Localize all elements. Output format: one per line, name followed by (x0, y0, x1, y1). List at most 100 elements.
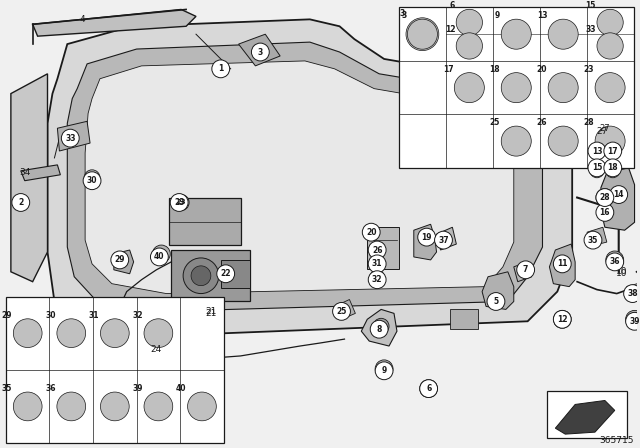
Circle shape (596, 203, 614, 221)
Polygon shape (11, 74, 47, 282)
Circle shape (57, 392, 86, 421)
Text: 25: 25 (490, 118, 500, 127)
Text: 13: 13 (592, 146, 602, 155)
Polygon shape (335, 300, 355, 319)
Text: 23: 23 (174, 198, 184, 207)
Polygon shape (601, 168, 634, 230)
Circle shape (596, 189, 614, 207)
Circle shape (595, 73, 625, 103)
Circle shape (420, 380, 438, 397)
Circle shape (610, 185, 628, 203)
Circle shape (375, 360, 393, 378)
Text: 36: 36 (609, 258, 620, 267)
Text: 13: 13 (537, 11, 547, 20)
Text: 17: 17 (607, 146, 618, 155)
Circle shape (375, 362, 393, 380)
Polygon shape (581, 131, 625, 165)
Text: 15: 15 (586, 1, 596, 10)
Circle shape (626, 312, 640, 330)
Polygon shape (482, 272, 514, 310)
Text: 30: 30 (45, 311, 56, 320)
Circle shape (588, 142, 606, 160)
Circle shape (501, 19, 531, 49)
Circle shape (554, 310, 571, 328)
Circle shape (406, 18, 439, 51)
Polygon shape (414, 224, 436, 260)
Text: 9: 9 (495, 11, 500, 20)
Circle shape (604, 159, 621, 177)
Circle shape (368, 241, 386, 259)
Circle shape (597, 9, 623, 35)
Polygon shape (67, 42, 543, 311)
Circle shape (12, 194, 29, 211)
Text: 3: 3 (258, 47, 263, 56)
Text: 20: 20 (537, 65, 547, 73)
Text: 31: 31 (89, 311, 99, 320)
Circle shape (420, 380, 438, 397)
Circle shape (408, 19, 437, 49)
Text: 38: 38 (627, 289, 638, 298)
Polygon shape (362, 310, 397, 346)
Circle shape (61, 129, 79, 147)
Text: 27: 27 (596, 127, 607, 136)
Text: 37: 37 (438, 236, 449, 245)
Circle shape (456, 9, 483, 35)
Circle shape (13, 392, 42, 421)
Circle shape (606, 164, 620, 178)
Circle shape (183, 258, 219, 293)
Circle shape (456, 33, 483, 59)
Text: 16: 16 (600, 208, 610, 217)
Polygon shape (58, 121, 90, 151)
Text: 5: 5 (493, 297, 499, 306)
Circle shape (370, 320, 388, 338)
Circle shape (584, 231, 602, 249)
Circle shape (604, 142, 621, 160)
Text: 29: 29 (115, 255, 125, 264)
Circle shape (173, 194, 189, 211)
Text: 3: 3 (401, 11, 406, 20)
Text: 11: 11 (557, 259, 568, 268)
Polygon shape (20, 165, 60, 181)
Polygon shape (556, 401, 615, 434)
Polygon shape (587, 227, 607, 246)
Text: 32: 32 (372, 275, 383, 284)
Text: 35: 35 (2, 384, 12, 393)
Circle shape (630, 287, 640, 301)
Text: 21: 21 (205, 309, 216, 318)
Circle shape (144, 392, 173, 421)
Text: 28: 28 (600, 193, 610, 202)
Circle shape (554, 310, 571, 328)
Text: 12: 12 (557, 315, 568, 324)
Text: 19: 19 (421, 233, 432, 241)
Circle shape (368, 271, 386, 289)
Circle shape (596, 189, 614, 207)
Circle shape (333, 302, 351, 320)
Circle shape (144, 319, 173, 348)
Text: 26: 26 (372, 246, 383, 254)
Bar (221, 260, 250, 288)
Circle shape (590, 164, 604, 178)
Text: 23: 23 (584, 65, 594, 73)
Circle shape (626, 310, 640, 328)
Text: 36: 36 (45, 384, 56, 393)
Text: 15: 15 (592, 164, 602, 172)
Text: 2: 2 (18, 198, 24, 207)
Circle shape (606, 253, 623, 271)
Circle shape (589, 147, 605, 163)
Circle shape (606, 251, 623, 269)
Polygon shape (239, 34, 280, 66)
Text: 4: 4 (79, 15, 85, 24)
Circle shape (501, 126, 531, 156)
Polygon shape (627, 282, 640, 302)
Circle shape (370, 255, 384, 269)
Text: 7: 7 (523, 265, 529, 274)
Bar (6, 297, 224, 443)
Text: 27: 27 (600, 124, 610, 133)
Circle shape (362, 223, 380, 241)
Polygon shape (85, 61, 514, 293)
Text: 21: 21 (205, 307, 216, 316)
Circle shape (554, 255, 571, 273)
Circle shape (111, 251, 129, 269)
Circle shape (370, 270, 384, 284)
Circle shape (597, 33, 623, 59)
